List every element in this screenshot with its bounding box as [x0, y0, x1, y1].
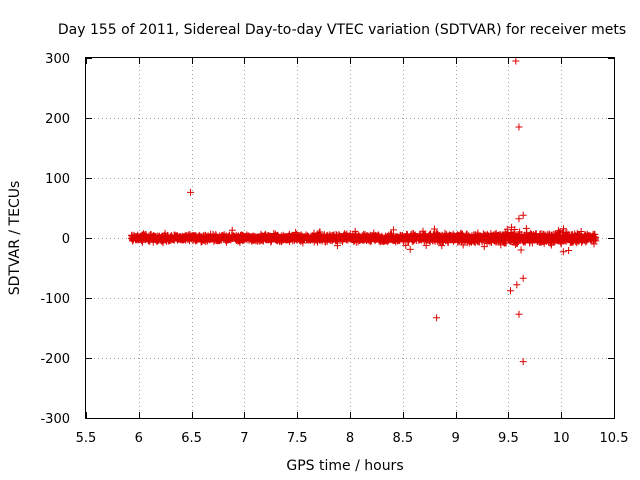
band-point [560, 225, 568, 233]
outlier-point [515, 215, 523, 223]
outlier-point [187, 188, 195, 196]
outlier-point [519, 274, 527, 282]
x-tick-labels: 5.5 6 6.5 7 7.5 8 8.5 9 9.5 10 10.5 [76, 431, 629, 446]
x-tick-label: 8.5 [392, 431, 413, 446]
y-tick-label: -100 [40, 292, 70, 307]
plot-frame [85, 57, 615, 419]
band-point [389, 226, 397, 234]
outlier-point [515, 310, 523, 318]
outlier-point [517, 246, 525, 254]
data-points [127, 57, 600, 366]
outlier-point [519, 358, 527, 366]
band-point [228, 226, 236, 234]
band-point [459, 241, 467, 249]
band-point [565, 247, 573, 255]
y-tick-label: 300 [45, 52, 70, 67]
outlier-point [433, 314, 441, 322]
outlier-point [501, 228, 509, 236]
outlier-point [513, 281, 521, 289]
x-tick-label: 8 [346, 431, 354, 446]
y-axis-label: SDTVAR / TECUs [7, 181, 23, 296]
axis-ticks [86, 58, 615, 419]
outlier-point [515, 123, 523, 131]
x-tick-label: 10.5 [600, 431, 629, 446]
x-tick-label: 7.5 [287, 431, 308, 446]
y-tick-labels: -300 -200 -100 0 100 200 300 [40, 52, 70, 427]
band-point [577, 228, 585, 236]
chart-title: Day 155 of 2011, Sidereal Day-to-day VTE… [58, 22, 626, 38]
band-point [402, 241, 410, 249]
band-point [406, 245, 414, 253]
x-tick-label: 9.5 [498, 431, 519, 446]
outlier-point [559, 248, 567, 256]
y-tick-label: -200 [40, 352, 70, 367]
x-tick-label: 6.5 [181, 431, 202, 446]
x-axis-label: GPS time / hours [286, 458, 403, 474]
x-tick-label: 10 [553, 431, 570, 446]
band-point [351, 227, 359, 235]
band-point [333, 242, 341, 250]
outlier-point [522, 224, 530, 232]
x-tick-label: 5.5 [76, 431, 97, 446]
x-tick-label: 6 [135, 431, 143, 446]
outlier-point [507, 287, 515, 295]
outlier-point [519, 211, 527, 219]
y-tick-label: 200 [45, 112, 70, 127]
band-point [422, 241, 430, 249]
y-tick-label: 0 [62, 232, 70, 247]
outlier-point [508, 223, 516, 231]
y-tick-label: 100 [45, 172, 70, 187]
y-tick-label: -300 [40, 412, 70, 427]
outlier-point [430, 225, 438, 233]
x-tick-label: 9 [451, 431, 459, 446]
x-tick-label: 7 [240, 431, 248, 446]
band-point [592, 237, 600, 245]
outlier-point [512, 57, 520, 65]
